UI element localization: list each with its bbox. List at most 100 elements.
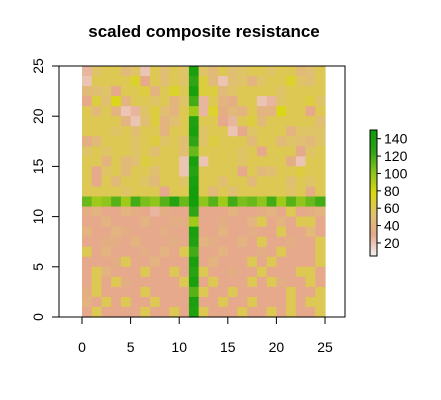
- heatmap-cell: [218, 276, 229, 288]
- legend-swatch: [370, 172, 377, 175]
- heatmap-cell: [305, 186, 316, 198]
- heatmap-cell: [305, 246, 316, 258]
- heatmap-cell: [315, 256, 326, 268]
- heatmap-cell: [130, 246, 141, 258]
- heatmap-cell: [130, 96, 141, 107]
- heatmap-cell: [140, 236, 151, 248]
- heatmap-cell: [91, 186, 103, 198]
- heatmap-cell: [120, 116, 132, 127]
- legend-tick-label: 100: [384, 165, 408, 181]
- heatmap-cell: [227, 166, 239, 178]
- heatmap-cell: [266, 166, 277, 178]
- heatmap-cell: [179, 226, 190, 238]
- heatmap-cell: [208, 166, 219, 178]
- heatmap-cell: [120, 106, 132, 117]
- legend-swatch: [370, 174, 377, 177]
- legend-swatch: [370, 226, 377, 230]
- heatmap-cell: [159, 76, 171, 87]
- heatmap-cell: [120, 196, 132, 208]
- heatmap-cell: [140, 206, 151, 218]
- heatmap-cell: [247, 126, 258, 137]
- heatmap-cell: [227, 276, 239, 288]
- heatmap-cell: [101, 306, 112, 318]
- heatmap-cell: [315, 286, 326, 298]
- heatmap-cell: [188, 296, 200, 308]
- heatmap-cell: [266, 266, 277, 278]
- heatmap-cell: [237, 156, 248, 167]
- heatmap-cell: [188, 186, 200, 198]
- heatmap-cell: [169, 256, 180, 268]
- heatmap-cell: [150, 256, 161, 268]
- legend-swatch: [370, 155, 377, 158]
- heatmap-cell: [120, 276, 132, 288]
- heatmap-cell: [237, 236, 248, 248]
- legend-swatch: [370, 165, 377, 169]
- legend-swatch: [370, 243, 377, 246]
- heatmap-cell: [227, 196, 239, 208]
- heatmap-cell: [140, 136, 151, 147]
- heatmap-cell: [91, 276, 103, 288]
- heatmap-cell: [208, 296, 219, 308]
- heatmap-cell: [198, 86, 209, 97]
- heatmap-cell: [82, 156, 93, 167]
- heatmap-cell: [111, 96, 122, 107]
- heatmap-cell: [266, 106, 277, 117]
- heatmap-cell: [276, 66, 287, 77]
- legend-swatch: [370, 140, 377, 144]
- heatmap-cell: [120, 186, 132, 198]
- heatmap-cell: [130, 126, 141, 137]
- heatmap-cell: [82, 306, 93, 318]
- heatmap-cell: [159, 216, 171, 228]
- heatmap-cell: [266, 296, 277, 308]
- heatmap-cell: [91, 66, 103, 77]
- heatmap-cell: [150, 206, 161, 218]
- heatmap-cell: [188, 156, 200, 167]
- heatmap-cell: [227, 126, 239, 137]
- heatmap-cell: [188, 276, 200, 288]
- heatmap-cell: [82, 166, 93, 178]
- heatmap-cell: [208, 216, 219, 228]
- heatmap-cell: [91, 136, 103, 147]
- y-axis: 0 5 10 15 20 25: [30, 58, 60, 321]
- heatmap-cell: [150, 226, 161, 238]
- heatmap-cell: [305, 226, 316, 238]
- heatmap-cell: [266, 206, 277, 218]
- heatmap-cell: [295, 216, 307, 228]
- heatmap-cell: [159, 246, 171, 258]
- heatmap-cell: [315, 206, 326, 218]
- heatmap-cell: [179, 266, 190, 278]
- heatmap-cell: [208, 266, 219, 278]
- heatmap-cell: [82, 256, 93, 268]
- heatmap-cell: [91, 306, 103, 318]
- heatmap-cell: [91, 296, 103, 308]
- chart-title: scaled composite resistance: [88, 22, 320, 41]
- heatmap-cell: [150, 156, 161, 167]
- heatmap-cell: [150, 76, 161, 87]
- heatmap-cell: [140, 176, 151, 188]
- heatmap-cell: [256, 116, 268, 127]
- heatmap-cell: [256, 286, 268, 298]
- heatmap-cell: [188, 76, 200, 87]
- heatmap-cell: [188, 246, 200, 258]
- heatmap-cell: [208, 196, 219, 208]
- heatmap-cell: [315, 266, 326, 278]
- heatmap-cell: [266, 146, 277, 157]
- legend-swatch: [370, 214, 377, 217]
- heatmap-cell: [227, 226, 239, 238]
- heatmap-cell: [208, 136, 219, 147]
- heatmap-cell: [198, 196, 209, 208]
- heatmap-cell: [286, 176, 297, 188]
- heatmap-cell: [101, 166, 112, 178]
- heatmap-cell: [237, 86, 248, 97]
- heatmap-cell: [130, 166, 141, 178]
- legend-swatch: [370, 224, 377, 228]
- heatmap-cell: [247, 86, 258, 97]
- heatmap-cell: [295, 126, 307, 137]
- heatmap-cell: [198, 226, 209, 238]
- heatmap-cell: [295, 286, 307, 298]
- heatmap-cell: [159, 86, 171, 97]
- heatmap-cell: [120, 176, 132, 188]
- heatmap-cell: [82, 226, 93, 238]
- heatmap-cell: [198, 146, 209, 157]
- heatmap-cell: [315, 166, 326, 178]
